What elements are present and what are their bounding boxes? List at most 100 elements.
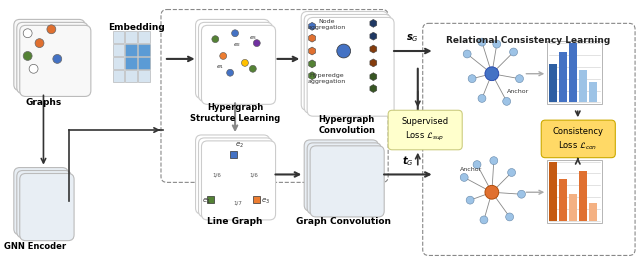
Bar	[547, 160, 602, 223]
Circle shape	[480, 216, 488, 224]
FancyBboxPatch shape	[388, 110, 462, 150]
Bar	[547, 41, 602, 104]
Bar	[138, 57, 150, 69]
FancyBboxPatch shape	[14, 168, 68, 235]
FancyBboxPatch shape	[541, 120, 615, 158]
Bar	[113, 57, 124, 69]
Bar	[579, 171, 587, 221]
Circle shape	[241, 59, 248, 66]
Text: Anchor: Anchor	[507, 89, 529, 95]
Circle shape	[53, 54, 61, 63]
Bar	[549, 64, 557, 102]
Bar	[113, 70, 124, 82]
Bar	[113, 44, 124, 56]
FancyBboxPatch shape	[196, 20, 269, 98]
Bar	[125, 57, 138, 69]
Text: Graphs: Graphs	[26, 98, 61, 107]
Text: $e_2$: $e_2$	[233, 41, 241, 49]
Bar	[125, 31, 138, 43]
Circle shape	[478, 95, 486, 102]
Circle shape	[508, 168, 516, 176]
Polygon shape	[308, 60, 316, 68]
Polygon shape	[253, 196, 260, 203]
Text: Relational Consistency Learning: Relational Consistency Learning	[446, 36, 611, 45]
Circle shape	[47, 25, 56, 34]
FancyBboxPatch shape	[304, 140, 378, 211]
Polygon shape	[370, 45, 377, 53]
Bar	[569, 194, 577, 221]
Text: $e_1$: $e_1$	[216, 63, 225, 71]
Circle shape	[485, 67, 499, 81]
FancyBboxPatch shape	[198, 138, 273, 217]
Text: Line Graph: Line Graph	[207, 217, 263, 226]
Text: 1/6: 1/6	[212, 173, 221, 178]
Circle shape	[227, 69, 234, 76]
Text: Node
aggregation: Node aggregation	[308, 20, 346, 30]
Circle shape	[509, 48, 518, 56]
Circle shape	[35, 39, 44, 48]
Polygon shape	[308, 72, 316, 80]
Bar	[138, 44, 150, 56]
FancyBboxPatch shape	[202, 25, 276, 104]
Text: 1/7: 1/7	[234, 200, 243, 205]
Text: $\boldsymbol{t}_G$: $\boldsymbol{t}_G$	[402, 154, 413, 168]
Text: GNN Encoder: GNN Encoder	[4, 242, 67, 251]
Bar	[125, 44, 138, 56]
Bar	[138, 31, 150, 43]
Bar	[559, 180, 567, 221]
Polygon shape	[370, 84, 377, 92]
Ellipse shape	[226, 56, 248, 70]
Circle shape	[493, 40, 500, 48]
Circle shape	[478, 38, 486, 46]
Bar	[589, 203, 596, 221]
Bar	[579, 70, 587, 102]
Text: Embedding: Embedding	[108, 23, 164, 32]
Polygon shape	[370, 20, 377, 27]
Bar	[549, 162, 557, 221]
Circle shape	[485, 185, 499, 199]
FancyBboxPatch shape	[307, 143, 381, 214]
Text: $e_1$: $e_1$	[202, 197, 211, 206]
Circle shape	[473, 161, 481, 168]
Polygon shape	[207, 196, 214, 203]
Circle shape	[212, 36, 219, 43]
Circle shape	[460, 173, 468, 181]
FancyBboxPatch shape	[17, 171, 71, 238]
Bar	[559, 52, 567, 102]
FancyBboxPatch shape	[307, 17, 394, 116]
Text: 1/6: 1/6	[249, 173, 258, 178]
FancyBboxPatch shape	[304, 15, 391, 113]
Polygon shape	[308, 47, 316, 55]
Polygon shape	[308, 22, 316, 30]
Polygon shape	[370, 73, 377, 81]
Text: Graph Convolution: Graph Convolution	[296, 217, 391, 226]
Text: $\boldsymbol{s}_G$: $\boldsymbol{s}_G$	[406, 32, 419, 44]
FancyBboxPatch shape	[20, 25, 91, 96]
Bar	[125, 70, 138, 82]
Polygon shape	[308, 34, 316, 42]
Text: Anchor: Anchor	[460, 167, 483, 172]
Circle shape	[518, 190, 525, 198]
FancyBboxPatch shape	[198, 22, 273, 101]
Text: Supervised
Loss $\mathcal{L}_{sup}$: Supervised Loss $\mathcal{L}_{sup}$	[401, 117, 448, 143]
FancyBboxPatch shape	[202, 141, 276, 220]
Circle shape	[463, 50, 471, 58]
Circle shape	[253, 40, 260, 46]
Text: Hypergraph
Structure Learning: Hypergraph Structure Learning	[190, 103, 280, 124]
FancyBboxPatch shape	[20, 173, 74, 241]
Bar	[569, 43, 577, 102]
Circle shape	[250, 65, 256, 72]
Text: Hypergraph
Convolution: Hypergraph Convolution	[318, 115, 375, 135]
Circle shape	[466, 196, 474, 204]
Text: Consistency
Loss $\mathcal{L}_{con}$: Consistency Loss $\mathcal{L}_{con}$	[552, 127, 604, 152]
Circle shape	[232, 30, 239, 37]
Circle shape	[506, 213, 513, 221]
Circle shape	[29, 64, 38, 73]
Text: Hyperedge
aggregation: Hyperedge aggregation	[308, 73, 346, 83]
Bar	[113, 31, 124, 43]
Circle shape	[468, 75, 476, 83]
Circle shape	[516, 75, 524, 83]
Bar	[589, 82, 596, 102]
FancyBboxPatch shape	[14, 20, 85, 91]
Polygon shape	[370, 59, 377, 67]
